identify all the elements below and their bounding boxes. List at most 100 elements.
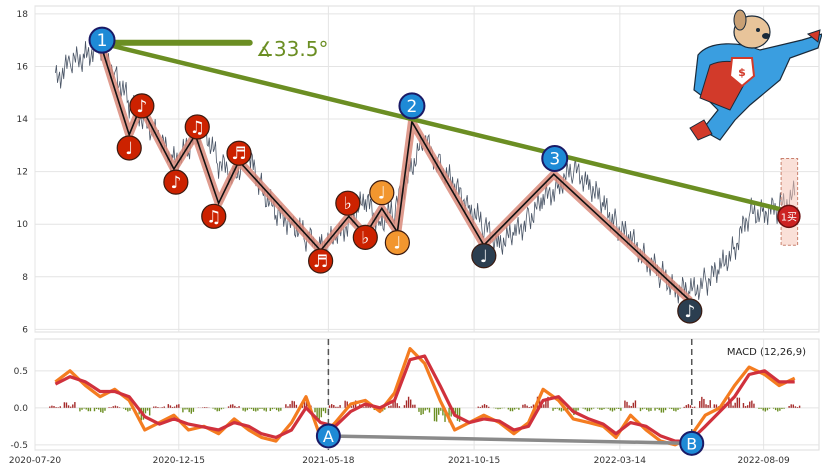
macd-hist-bar — [766, 407, 769, 411]
macd-hist-bar — [74, 402, 76, 408]
music-marker-circle — [184, 114, 210, 140]
peak-markers: 1 2 3 — [88, 26, 569, 172]
macd-hist-bar — [295, 404, 298, 408]
macd-hist-bar — [618, 407, 620, 409]
macd-hist-bar — [749, 401, 751, 408]
macd-hist-bar — [97, 407, 100, 410]
macd-hist-bar — [524, 404, 526, 408]
x-tick-label: 2022-03-14 — [594, 456, 647, 466]
macd-hist-bar — [641, 407, 644, 410]
macd-hist-bar — [390, 405, 392, 408]
macd-hist-bar — [456, 407, 459, 421]
macd-hist-bar — [648, 407, 650, 412]
macd-hist-bar — [734, 402, 736, 408]
macd-hist-bar — [289, 404, 291, 408]
macd-hist-bar — [384, 407, 386, 410]
macd-hist-bar — [590, 407, 593, 410]
music-marker: ♬ — [226, 140, 252, 166]
macd-hist-bar — [654, 407, 656, 411]
macd-hist-bar — [507, 407, 510, 410]
macd-hist-bar — [611, 407, 614, 412]
macd-hist-bar — [246, 407, 249, 411]
buy-signal: 1买 — [777, 157, 801, 246]
macd-hist-bar — [545, 399, 547, 408]
macd-hist-bar — [57, 407, 59, 408]
macd-hist-bar — [509, 407, 512, 412]
macd-hist-bar — [575, 407, 577, 415]
macd-hist-bar — [79, 407, 81, 412]
music-note-glyph: ♬ — [313, 252, 328, 272]
macd-hist-bar — [218, 407, 221, 412]
macd-hist-bar — [501, 407, 503, 409]
macd-hist-bar — [125, 407, 127, 411]
y-tick-label: 10 — [17, 220, 29, 230]
macd-hist-bar — [222, 407, 225, 409]
macd-hist-bar — [582, 407, 584, 409]
macd-hist-bar — [450, 407, 452, 417]
macd-hist-bar — [87, 407, 90, 412]
x-tick-label: 2021-10-15 — [448, 456, 500, 466]
macd-hist-bar — [495, 407, 497, 409]
macd-hist-bar — [479, 406, 482, 408]
macd-hist-bar — [322, 407, 325, 412]
music-marker: ♩ — [384, 230, 410, 256]
macd-hist-bar — [738, 397, 741, 408]
macd-hist-bar — [774, 407, 777, 411]
trend-layer — [97, 39, 791, 214]
macd-hist-bar — [560, 407, 563, 412]
music-markers: ♩ ♪ ♪ ♫ ♫ ♬ ♬ ♭ ♭ ♩ ♩ ♩ ♪ — [116, 93, 703, 324]
buy-marker-circle — [777, 204, 801, 229]
macd-hist-bar — [624, 400, 626, 408]
macd-hist-bar — [603, 407, 605, 410]
macd-hist-bar — [522, 404, 524, 408]
macd-hist-bar — [65, 402, 68, 408]
macd-hist-bar — [777, 407, 779, 412]
music-note-glyph: ♪ — [170, 173, 181, 193]
macd-hist-bar — [178, 404, 180, 408]
macd-hist-bar — [518, 407, 520, 410]
macd-hist-bar — [424, 407, 426, 411]
macd-hist-bar — [157, 407, 159, 408]
macd-hist-bar — [547, 396, 549, 408]
macd-hist-bar — [95, 407, 98, 410]
macd-hist-bar — [167, 404, 170, 408]
macd-hist-bar — [497, 407, 499, 410]
macd-hist-bar — [287, 406, 289, 408]
macd-hist-bar — [227, 406, 230, 408]
peak-marker-circle — [541, 144, 569, 172]
macd-y-ticks: -0.5 0.0 0.5 — [10, 367, 28, 451]
macd-hist-bar — [363, 407, 365, 408]
macd-hist-bar — [190, 407, 192, 414]
macd-hist-bar — [477, 406, 479, 408]
macd-hist-bar — [220, 407, 223, 410]
macd-hist-bar — [339, 405, 341, 408]
buy-zone-box — [780, 157, 799, 246]
macd-hist-bar — [285, 404, 287, 408]
music-marker: ♩ — [471, 243, 497, 269]
price-y-ticks: 6 8 10 12 14 16 18 — [17, 10, 29, 335]
macd-hist-bar — [418, 407, 420, 412]
macd-hist-bar — [613, 407, 616, 411]
macd-hist-bar — [414, 404, 416, 408]
macd-hist-bar — [352, 403, 355, 408]
music-marker: ♭ — [352, 224, 378, 250]
macd-hist-bar — [365, 405, 367, 408]
music-note-glyph: ♬ — [231, 144, 246, 164]
peak-marker: 2 — [398, 92, 426, 120]
macd-hist-bar — [129, 407, 131, 411]
macd-hist-bar — [186, 407, 188, 410]
music-marker: ♭ — [335, 190, 361, 216]
macd-hist-bar — [584, 407, 586, 410]
macd-hist-bar — [532, 404, 535, 408]
macd-hist-bar — [229, 404, 232, 408]
macd-hist-bar — [214, 407, 216, 410]
macd-hist-bar — [49, 406, 51, 408]
macd-hist-bar — [730, 401, 732, 408]
macd-hist-bar — [746, 405, 749, 408]
macd-hist-bar — [269, 407, 272, 412]
macd-hist-bar — [403, 405, 406, 408]
macd-hist-bar — [554, 407, 556, 410]
macd-hist-bar — [244, 407, 246, 412]
macd-hist-bar — [675, 407, 677, 412]
